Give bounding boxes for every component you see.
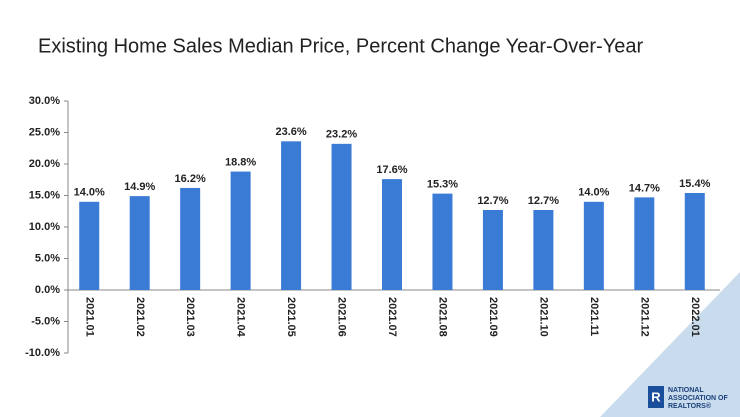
y-tick-label: -10.0% — [25, 347, 60, 359]
logo-mark — [648, 386, 664, 408]
x-tick-label: 2021.01 — [83, 297, 95, 337]
x-tick-label: 2021.12 — [638, 297, 650, 337]
x-tick-label: 2021.06 — [336, 297, 348, 337]
y-tick-label: -5.0% — [31, 315, 60, 327]
logo-text: ASSOCIATION OF — [668, 395, 728, 402]
bar — [634, 197, 655, 290]
value-label: 23.2% — [326, 129, 357, 141]
bar — [533, 209, 554, 290]
y-tick-label: 5.0% — [35, 252, 60, 264]
x-tick-label: 2021.09 — [487, 297, 499, 337]
corner-decoration — [600, 272, 740, 417]
value-label: 12.7% — [477, 195, 508, 207]
value-label: 16.2% — [175, 173, 206, 185]
chart-title: Existing Home Sales Median Price, Percen… — [38, 35, 643, 57]
x-tick-label: 2021.10 — [537, 297, 549, 337]
value-label: 14.0% — [578, 187, 609, 199]
value-label: 12.7% — [528, 195, 559, 207]
y-tick-label: 20.0% — [29, 158, 60, 170]
y-tick-label: 0.0% — [35, 284, 60, 296]
bar — [129, 196, 150, 290]
bar — [583, 201, 604, 290]
bar — [230, 171, 251, 290]
x-tick-label: 2021.05 — [285, 297, 297, 337]
bar — [281, 141, 302, 290]
x-tick-label: 2021.11 — [588, 297, 600, 336]
x-tick-label: 2021.07 — [386, 297, 398, 337]
y-tick-label: 25.0% — [29, 126, 60, 138]
bar — [79, 201, 100, 290]
bar — [331, 143, 352, 290]
logo: R NATIONAL ASSOCIATION OF REALTORS® — [648, 386, 728, 410]
y-tick-label: 30.0% — [29, 95, 60, 107]
value-label: 15.3% — [427, 179, 458, 191]
value-label: 15.4% — [679, 178, 710, 190]
x-tick-label: 2021.03 — [184, 297, 196, 337]
y-tick-label: 10.0% — [29, 221, 60, 233]
bar — [432, 193, 453, 290]
bar — [180, 187, 201, 290]
bar — [684, 192, 705, 290]
x-tick-label: 2021.02 — [134, 297, 146, 337]
x-tick-label: 2022.01 — [689, 297, 701, 337]
value-label: 18.8% — [225, 156, 256, 168]
value-label: 14.0% — [74, 187, 105, 199]
y-tick-label: 15.0% — [29, 189, 60, 201]
value-label: 23.6% — [275, 126, 306, 138]
logo-text: REALTORS® — [668, 402, 712, 410]
x-tick-label: 2021.08 — [437, 297, 449, 337]
logo-text: NATIONAL — [668, 387, 704, 394]
value-label: 14.7% — [629, 182, 660, 194]
x-tick-label: 2021.04 — [235, 297, 247, 338]
value-label: 17.6% — [376, 164, 407, 176]
value-label: 14.9% — [124, 181, 155, 193]
bar — [482, 209, 503, 290]
logo-letter: R — [651, 389, 661, 404]
bar — [382, 179, 402, 290]
